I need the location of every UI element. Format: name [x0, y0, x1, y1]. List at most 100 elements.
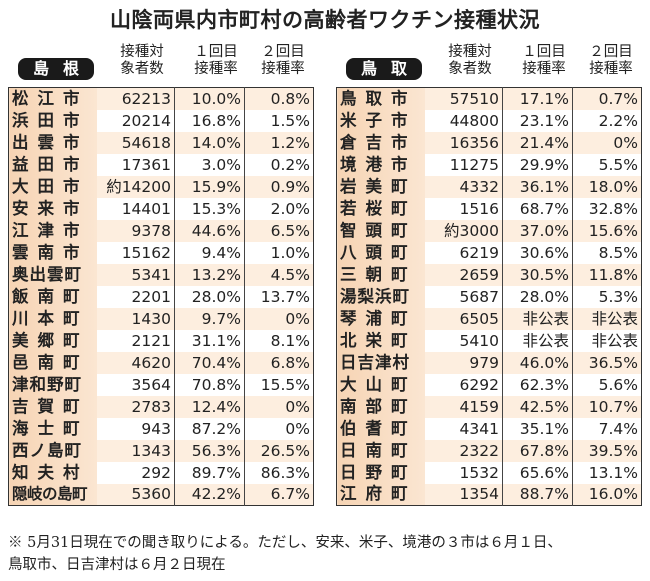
second-dose-rate: 5.5% [572, 153, 642, 176]
eligible-count: 979 [424, 351, 503, 374]
municipality-name: 江府町 [336, 483, 425, 506]
second-dose-rate: 4.5% [244, 263, 314, 286]
municipality-name: 日吉津村 [336, 351, 425, 374]
prefecture-badge: 島根 [18, 58, 94, 80]
eligible-count: 4332 [424, 175, 503, 198]
eligible-count: 5410 [459, 331, 499, 350]
municipality-name: 安来市 [8, 197, 97, 220]
first-dose-rate: 23.1% [502, 109, 573, 132]
eligible-count: 6505 [424, 307, 503, 330]
second-dose-rate: 7.4% [572, 417, 642, 440]
table-row: 安来市 14401 15.3% 2.0% [8, 197, 314, 220]
table-row: 江津市 9378 44.6% 6.5% [8, 219, 314, 242]
second-dose-rate: 5.6% [572, 373, 642, 396]
first-dose-rate: 29.9% [502, 153, 573, 176]
eligible-count: 62213 [96, 87, 175, 110]
table-row: 若桜町 1516 68.7% 32.8% [336, 197, 642, 220]
municipality-name: 海士町 [8, 417, 97, 440]
eligible-count: 1354 [424, 483, 503, 506]
second-dose-rate: 1.0% [244, 241, 314, 264]
header-count: 接種対 象者数 [104, 44, 180, 78]
municipality-name: 岩美町 [336, 175, 425, 198]
first-dose-rate: 3.0% [174, 153, 245, 176]
eligible-count: 5360 [96, 483, 175, 506]
second-dose-rate: 1.2% [244, 131, 314, 154]
first-dose-rate: 21.4% [502, 131, 573, 154]
table-row: 益田市 17361 3.0% 0.2% [8, 153, 314, 176]
table-row: 西ノ島町 1343 56.3% 26.5% [8, 439, 314, 462]
eligible-count: 6292 [459, 375, 499, 394]
municipality-name: 三朝町 [336, 263, 425, 286]
table-row: 隠岐の島町 5360 42.2% 6.7% [8, 483, 314, 506]
eligible-count: 17361 [121, 155, 171, 174]
second-dose-rate: 非公表 [572, 329, 642, 352]
second-dose-rate: 0% [244, 307, 314, 330]
first-dose-rate: 56.3% [174, 439, 245, 462]
first-dose-rate: 15.3% [174, 197, 245, 220]
table-row: 知夫村 292 89.7% 86.3% [8, 461, 314, 484]
second-dose-rate: 0% [244, 395, 314, 418]
header-line: ２回目 [261, 44, 305, 60]
first-dose-rate: 30.5% [502, 263, 573, 286]
eligible-count: 2659 [424, 263, 503, 286]
eligible-count: 4620 [96, 351, 175, 374]
first-dose-rate: 16.8% [174, 109, 245, 132]
first-dose-rate: 62.3% [502, 373, 573, 396]
municipality-name: 若桜町 [336, 197, 425, 220]
shimane-table: 松江市 62213 10.0% 0.8% 浜田市 20214 16.8% 1.5% 出雲市 546… [8, 87, 314, 506]
first-dose-rate: 67.8% [502, 439, 573, 462]
municipality-name: 出雲市 [8, 131, 97, 154]
table-row: 日南町 2322 67.8% 39.5% [336, 439, 642, 462]
first-dose-rate: 非公表 [502, 307, 573, 330]
second-dose-rate: 非公表 [572, 307, 642, 330]
header-line: ２回目 [589, 44, 633, 60]
table-row: 日吉津村 979 46.0% 36.5% [336, 351, 642, 374]
first-dose-rate: 15.9% [174, 175, 245, 198]
municipality-name: 飯南町 [8, 285, 97, 308]
table-header: 島根 接種対 象者数 １回目 接種率 ２回目 接種率 [8, 44, 314, 86]
table-row: 美郷町 2121 31.1% 8.1% [8, 329, 314, 352]
second-dose-rate: 1.5% [244, 109, 314, 132]
table-row: 江府町 1354 88.7% 16.0% [336, 483, 642, 506]
eligible-count: 4159 [424, 395, 503, 418]
footnote-line: ※ 5月31日現在での聞き取りによる。ただし、安来、米子、境港の３市は６月１日、 [8, 535, 562, 551]
municipality-name: 鳥取市 [336, 87, 425, 110]
first-dose-rate: 46.0% [502, 351, 573, 374]
first-dose-rate: 42.2% [174, 483, 245, 506]
eligible-count: 11275 [449, 155, 499, 174]
second-dose-rate: 36.5% [572, 351, 642, 374]
header-line: １回目 [194, 44, 238, 60]
first-dose-rate: 17.1% [502, 87, 573, 110]
second-dose-rate: 6.7% [244, 483, 314, 506]
municipality-name: 米子市 [336, 109, 425, 132]
municipality-name: 松江市 [8, 87, 97, 110]
table-row: 大山町 6292 62.3% 5.6% [336, 373, 642, 396]
eligible-count: 14401 [121, 199, 171, 218]
eligible-count: 1343 [96, 439, 175, 462]
eligible-count: 5341 [96, 263, 175, 286]
second-dose-rate: 0.9% [244, 175, 314, 198]
table-row: 琴浦町 6505 非公表 非公表 [336, 307, 642, 330]
second-dose-rate: 15.6% [572, 219, 642, 242]
second-dose-rate: 0.7% [572, 87, 642, 110]
table-row: 岩美町 4332 36.1% 18.0% [336, 175, 642, 198]
second-dose-rate: 6.8% [244, 351, 314, 374]
table-row: 倉吉市 16356 21.4% 0% [336, 131, 642, 154]
eligible-count: 6219 [459, 243, 499, 262]
header-line: 象者数 [120, 61, 164, 77]
table-row: 南部町 4159 42.5% 10.7% [336, 395, 642, 418]
second-dose-rate: 5.3% [572, 285, 642, 308]
first-dose-rate: 70.8% [174, 373, 245, 396]
first-dose-rate: 9.4% [174, 241, 245, 264]
header-line: 接種率 [194, 61, 238, 77]
eligible-count: 54618 [96, 131, 175, 154]
header-second-dose: ２回目 接種率 [252, 44, 314, 78]
prefecture-badge: 鳥取 [346, 58, 422, 80]
header-line: 接種率 [522, 61, 566, 77]
first-dose-rate: 42.5% [502, 395, 573, 418]
first-dose-rate: 31.1% [174, 329, 245, 352]
first-dose-rate: 35.1% [502, 417, 573, 440]
first-dose-rate: 30.6% [502, 241, 573, 264]
header-first-dose: １回目 接種率 [510, 44, 578, 78]
municipality-name: 智頭町 [336, 219, 425, 242]
